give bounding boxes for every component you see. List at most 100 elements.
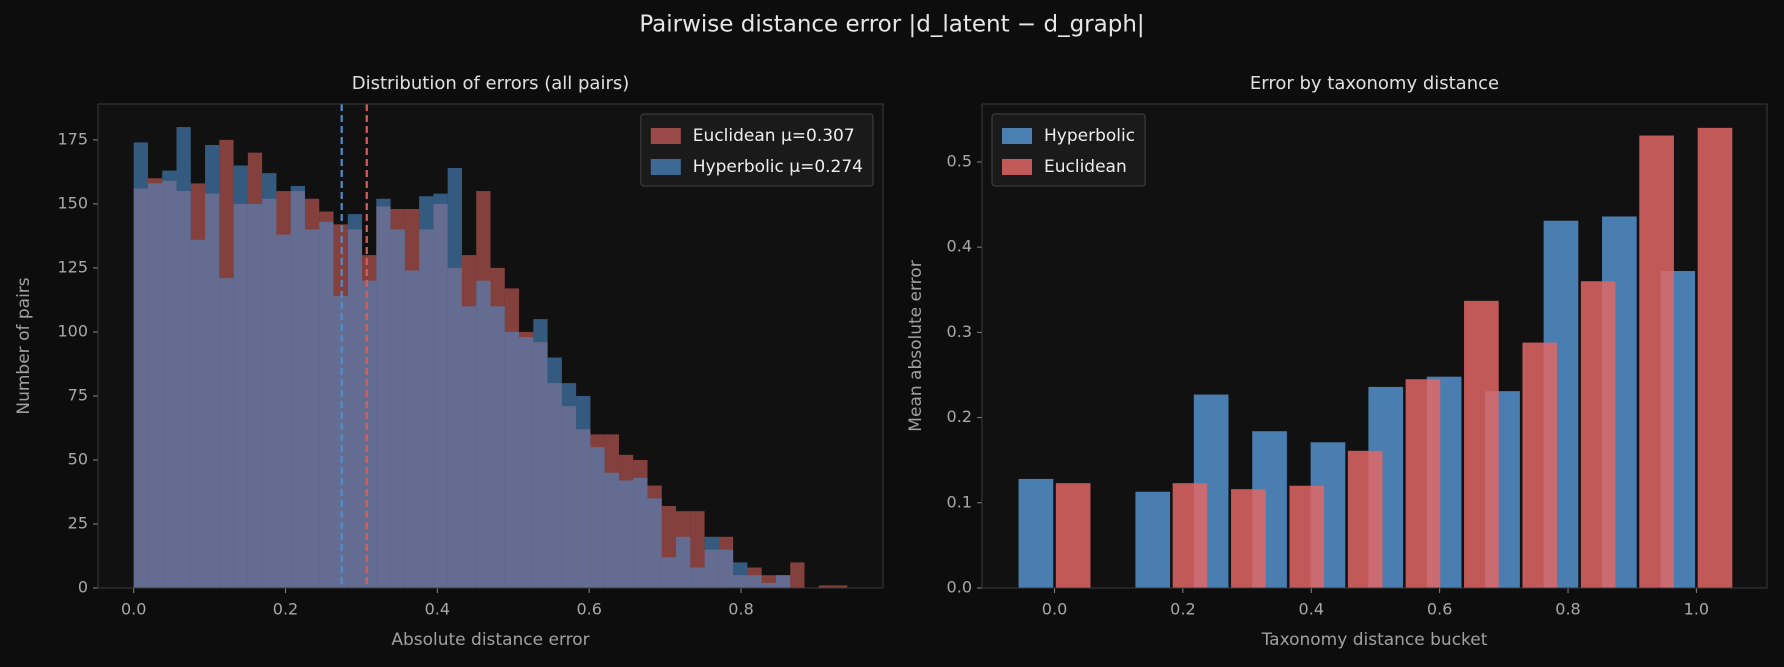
y-tick-label: 150: [57, 193, 88, 212]
histogram-bar: [818, 585, 834, 588]
histogram-bar: [461, 306, 477, 588]
histogram-bar: [419, 196, 434, 588]
x-tick-label: 0.2: [1170, 600, 1195, 619]
histogram-bar: [775, 575, 791, 588]
legend-label: Hyperbolic: [1044, 126, 1135, 146]
bar: [1231, 489, 1266, 588]
x-axis-label: Taxonomy distance bucket: [1261, 630, 1488, 650]
y-tick-label: 100: [57, 321, 88, 340]
subplot: Error by taxonomy distance Taxonomy dista…: [906, 73, 1768, 650]
bar: [1697, 127, 1733, 588]
legend-label: Euclidean: [1044, 157, 1127, 177]
x-axis-label: Absolute distance error: [391, 630, 589, 650]
legend: Hyperbolic Euclidean: [991, 113, 1146, 187]
bar: [1135, 491, 1171, 588]
histogram-bar: [319, 221, 334, 588]
bar: [1580, 281, 1616, 588]
histogram-bar: [618, 480, 634, 588]
histogram-bar: [676, 536, 691, 588]
histogram-bar: [262, 173, 277, 588]
y-tick-label: 0: [78, 578, 88, 597]
histogram-bar: [333, 296, 348, 588]
histogram-bar: [833, 585, 848, 588]
x-tick-label: 0.8: [728, 600, 753, 619]
y-axis-label: Number of pairs: [14, 277, 34, 414]
histogram-bar: [519, 337, 534, 588]
histogram-bar: [362, 280, 377, 588]
y-tick-label: 0.5: [947, 151, 972, 170]
legend-swatch: [1002, 159, 1032, 175]
histogram-bar: [747, 575, 762, 588]
y-tick-label: 75: [68, 385, 88, 404]
histogram-bar: [447, 168, 462, 588]
histogram-bar: [633, 477, 648, 588]
histogram-bar: [590, 447, 605, 588]
x-tick-label: 0.6: [1427, 600, 1452, 619]
legend-label: Hyperbolic μ=0.274: [693, 157, 863, 177]
histogram-bar: [205, 144, 220, 588]
histogram-bar: [504, 331, 520, 588]
y-tick-label: 0.3: [947, 322, 972, 341]
y-tick-label: 0.0: [947, 578, 972, 597]
histogram-bar: [790, 562, 805, 588]
x-tick-label: 0.8: [1555, 600, 1580, 619]
histogram-bar: [233, 165, 248, 588]
histogram-bar: [147, 183, 163, 589]
histogram-bar: [290, 185, 305, 588]
legend-swatch: [650, 159, 681, 175]
histogram-bar: [162, 170, 177, 588]
bar: [1405, 379, 1441, 588]
histogram-bar: [647, 498, 662, 588]
histogram-bar: [347, 214, 363, 589]
legend-box: [640, 113, 874, 187]
histogram-bar: [404, 270, 420, 588]
histogram-bar: [604, 472, 619, 588]
axes-frame: [97, 103, 884, 589]
y-tick-label: 125: [57, 257, 88, 276]
histogram-bar: [133, 142, 148, 588]
histogram-bar: [390, 229, 405, 588]
x-tick-label: 0.0: [1042, 600, 1067, 619]
legend-swatch: [1002, 128, 1032, 144]
histogram-bar: [176, 127, 191, 589]
histogram-bar: [690, 567, 705, 588]
histogram-bar: [576, 395, 591, 588]
legend-label: Euclidean μ=0.307: [693, 126, 855, 146]
bar: [1172, 483, 1208, 588]
histogram-bar: [718, 549, 734, 588]
histogram-bar: [190, 239, 206, 589]
histogram-bar: [433, 193, 448, 588]
x-tick-label: 0.4: [1299, 600, 1324, 619]
subplot-title: Error by taxonomy distance: [1250, 73, 1499, 94]
y-tick-label: 0.2: [947, 407, 972, 426]
histogram-bar: [704, 536, 719, 588]
histogram-bar: [733, 562, 748, 588]
histogram-bar: [276, 234, 291, 588]
x-tick-label: 0.6: [576, 600, 601, 619]
y-axis-label: Mean absolute error: [906, 260, 926, 431]
x-tick-label: 0.0: [121, 600, 146, 619]
histogram-bar: [476, 280, 491, 588]
axes-frame: [981, 103, 1768, 589]
y-tick-label: 0.1: [947, 492, 972, 511]
y-tick-label: 175: [57, 129, 88, 148]
histogram-bar: [219, 278, 234, 588]
bar: [1055, 483, 1091, 588]
bar: [1289, 485, 1325, 588]
histogram-bar: [547, 357, 562, 588]
bar: [1347, 450, 1383, 588]
bar: [1522, 342, 1558, 588]
y-tick-label: 25: [68, 513, 88, 532]
y-tick-label: 50: [68, 449, 88, 468]
histogram-bar: [304, 229, 320, 588]
histogram-bar: [247, 203, 263, 588]
y-tick-label: 0.4: [947, 237, 972, 256]
x-tick-label: 0.4: [425, 600, 450, 619]
figure-title: Pairwise distance error |d_latent − d_gr…: [639, 12, 1144, 38]
bar: [1018, 478, 1054, 588]
legend-swatch: [650, 128, 681, 144]
histogram-bar: [661, 557, 677, 588]
histogram-bar: [533, 319, 548, 588]
legend: Euclidean μ=0.307 Hyperbolic μ=0.274: [640, 113, 874, 187]
